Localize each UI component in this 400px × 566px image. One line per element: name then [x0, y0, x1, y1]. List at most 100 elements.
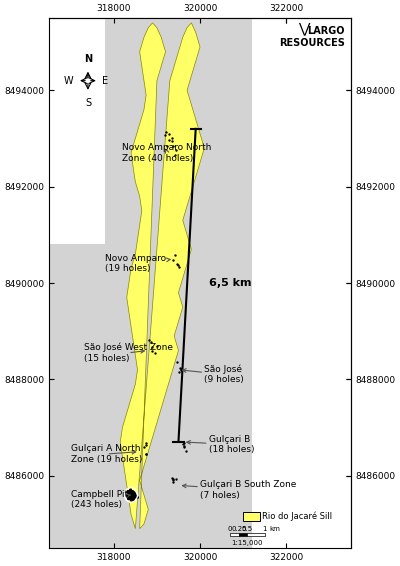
Point: [129, 491, 135, 500]
Point: [126, 484, 133, 494]
Point: [125, 490, 131, 499]
Text: 0.25: 0.25: [231, 526, 246, 532]
Point: [128, 489, 135, 498]
Text: 0.5: 0.5: [242, 526, 253, 532]
Point: [148, 346, 155, 355]
Text: 6,5 km: 6,5 km: [209, 278, 251, 288]
Point: [128, 487, 134, 496]
Point: [128, 491, 134, 500]
Text: São José
(9 holes): São José (9 holes): [182, 365, 244, 384]
Text: Novo Amparo
(19 holes): Novo Amparo (19 holes): [105, 254, 170, 273]
Point: [170, 477, 176, 486]
Bar: [105, 18, 252, 245]
Point: [128, 491, 134, 500]
Point: [125, 487, 131, 496]
Point: [165, 135, 172, 144]
Point: [125, 491, 131, 500]
Point: [129, 491, 135, 500]
Point: [126, 492, 132, 501]
Point: [173, 474, 179, 483]
Point: [143, 441, 149, 450]
Point: [168, 474, 175, 483]
Point: [129, 486, 135, 495]
Point: [149, 342, 156, 351]
Point: [127, 490, 133, 499]
Point: [128, 491, 135, 500]
Point: [124, 490, 131, 499]
Point: [131, 491, 138, 500]
Point: [129, 488, 136, 497]
Text: ⋁: ⋁: [298, 22, 310, 36]
Text: 1: 1: [262, 526, 267, 532]
Point: [168, 136, 175, 145]
Point: [126, 492, 133, 501]
Point: [128, 492, 134, 501]
Point: [128, 487, 135, 496]
Text: Gulçari A North
Zone (19 holes): Gulçari A North Zone (19 holes): [71, 444, 142, 464]
Point: [124, 490, 130, 499]
Text: Campbell Pit
(243 holes): Campbell Pit (243 holes): [71, 490, 131, 509]
Point: [180, 439, 187, 448]
Point: [152, 348, 158, 357]
Point: [127, 491, 133, 500]
Point: [125, 488, 132, 498]
Point: [125, 493, 132, 502]
Point: [129, 492, 136, 501]
Text: Novo Amparo North
Zone (40 holes): Novo Amparo North Zone (40 holes): [122, 143, 212, 162]
Text: S: S: [85, 97, 91, 108]
Point: [128, 494, 134, 503]
Point: [130, 495, 136, 504]
Point: [176, 367, 182, 376]
Point: [170, 142, 176, 151]
Point: [176, 263, 182, 272]
Point: [127, 491, 134, 500]
Point: [172, 150, 178, 159]
Text: N: N: [84, 54, 92, 64]
Point: [126, 490, 132, 499]
Text: E: E: [102, 76, 108, 85]
Point: [128, 493, 135, 502]
Point: [175, 260, 181, 269]
Text: 0: 0: [228, 526, 232, 532]
Point: [126, 491, 132, 500]
Point: [134, 492, 140, 501]
Point: [132, 491, 138, 500]
Point: [129, 492, 135, 501]
Point: [163, 127, 170, 136]
Point: [174, 358, 180, 367]
Text: 1:15,000: 1:15,000: [232, 540, 263, 546]
Point: [178, 365, 184, 374]
Point: [129, 492, 135, 501]
Point: [127, 486, 134, 495]
Point: [181, 439, 187, 448]
Point: [129, 491, 135, 500]
Point: [127, 488, 134, 498]
Point: [124, 487, 131, 496]
Point: [180, 441, 187, 450]
Point: [140, 443, 147, 452]
Point: [130, 490, 137, 499]
Text: São José West Zone
(15 holes): São José West Zone (15 holes): [84, 343, 173, 363]
Point: [131, 489, 137, 498]
Point: [169, 134, 175, 143]
Text: Gulçari B
(18 holes): Gulçari B (18 holes): [187, 435, 254, 454]
Point: [126, 492, 133, 501]
Point: [181, 443, 187, 452]
Point: [125, 492, 132, 501]
Point: [126, 490, 132, 499]
Point: [170, 255, 176, 264]
Point: [174, 260, 180, 269]
Point: [130, 494, 136, 503]
Point: [127, 487, 134, 496]
Bar: [49, 245, 252, 548]
Point: [126, 488, 132, 497]
Point: [124, 494, 131, 503]
Point: [172, 145, 179, 155]
Point: [128, 495, 134, 504]
Point: [128, 493, 134, 502]
Point: [170, 475, 176, 484]
Point: [127, 492, 133, 501]
Point: [166, 129, 172, 138]
Point: [125, 487, 132, 496]
Text: W: W: [64, 76, 74, 85]
